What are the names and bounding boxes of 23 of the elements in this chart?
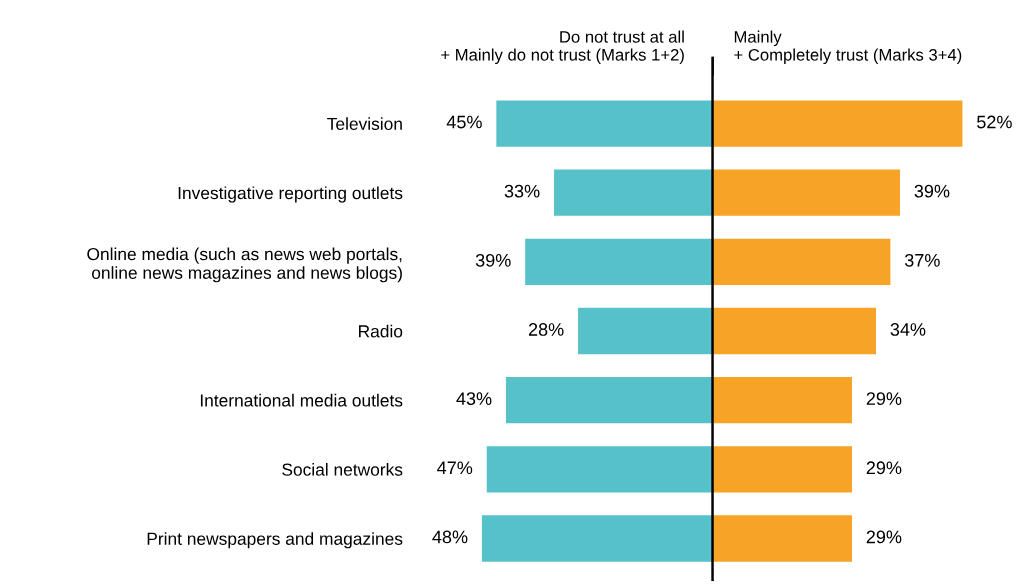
data-label: 33% <box>504 184 540 198</box>
data-label: 28% <box>528 323 564 336</box>
data-label: 39% <box>475 253 511 267</box>
y-tick-label: Online media (such as news web portals, online news magazines and news blogs) <box>87 247 402 283</box>
y-tick-label: Radio <box>359 324 403 338</box>
data-label: 39% <box>914 184 950 198</box>
data-label: 37% <box>904 253 940 267</box>
y-tick-label: Social networks <box>282 463 403 476</box>
data-label: 48% <box>432 530 468 544</box>
data-label: 34% <box>890 323 926 336</box>
data-label: 29% <box>866 392 902 405</box>
data-label: 47% <box>437 461 473 475</box>
chart-title: Mainly + Completely trust (Marks 3+4) <box>734 30 962 65</box>
chart-title: Do not trust at all + Mainly do not trust (Marks 1+2) <box>441 30 684 65</box>
y-tick-label: Print newspapers and magazines <box>147 532 403 549</box>
data-label: 29% <box>866 530 902 544</box>
data-label: 52% <box>977 115 1012 129</box>
data-label: 43% <box>456 392 492 405</box>
y-tick-label: Investigative reporting outlets <box>178 186 403 203</box>
data-label: 29% <box>866 461 902 475</box>
data-label: 45% <box>446 115 482 129</box>
y-tick-label: International media outlets <box>200 393 403 407</box>
y-tick-label: Television <box>327 117 402 130</box>
